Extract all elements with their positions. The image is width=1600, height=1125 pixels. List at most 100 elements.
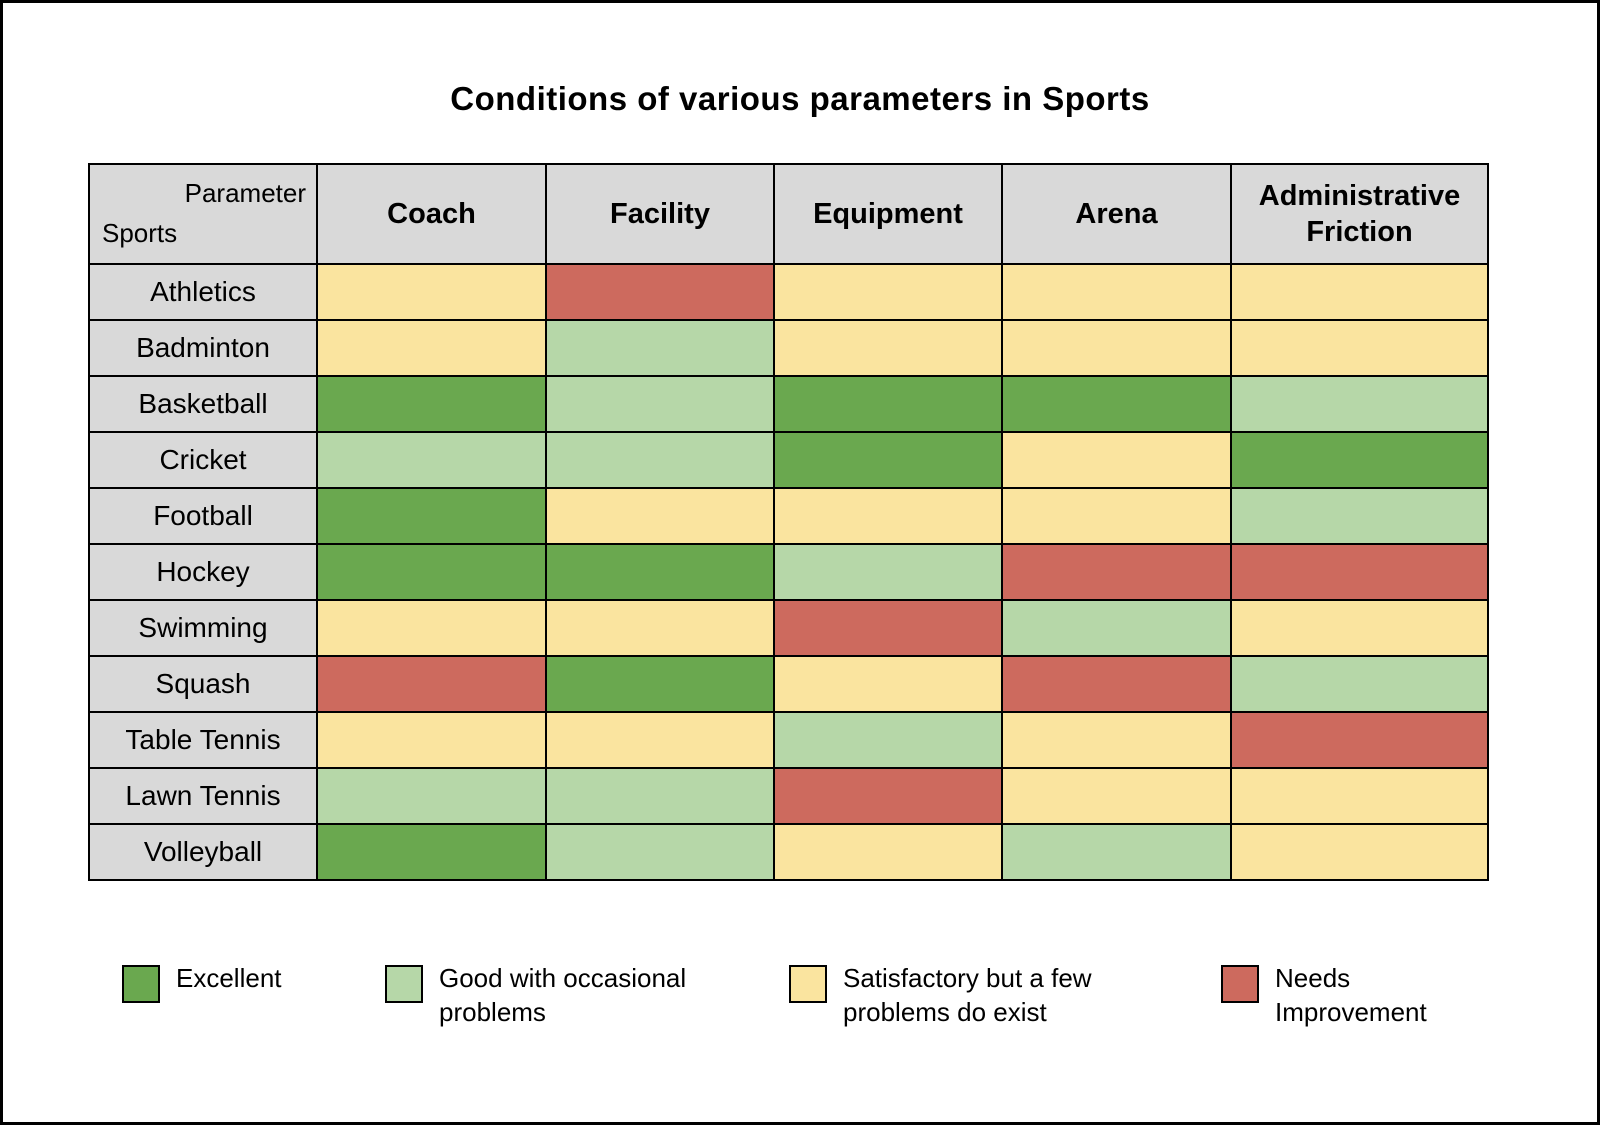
table-row-volleyball: Volleyball [88,823,1489,881]
cell-football-administrative-friction [1230,487,1489,545]
cell-hockey-arena [1001,543,1232,601]
cell-volleyball-coach [316,823,547,881]
cell-lawn-tennis-arena [1001,767,1232,825]
legend-label: Excellent [176,963,282,993]
legend-label: Good with occasional problems [439,963,687,1027]
cell-badminton-arena [1001,319,1232,377]
cell-football-coach [316,487,547,545]
cell-badminton-equipment [773,319,1003,377]
corner-cell: Parameter Sports [88,163,318,265]
table-row-hockey: Hockey [88,543,1489,601]
cell-badminton-facility [545,319,775,377]
legend-item-good-with-occasional-problems: Good with occasional problems [385,962,789,1030]
cell-volleyball-administrative-friction [1230,823,1489,881]
cell-lawn-tennis-administrative-friction [1230,767,1489,825]
table-row-squash: Squash [88,655,1489,713]
cell-cricket-facility [545,431,775,489]
row-label-hockey: Hockey [88,543,318,601]
cell-basketball-arena [1001,375,1232,433]
table-row-basketball: Basketball [88,375,1489,433]
cell-athletics-coach [316,263,547,321]
table-row-table-tennis: Table Tennis [88,711,1489,769]
page-title: Conditions of various parameters in Spor… [450,80,1150,117]
cell-basketball-equipment [773,375,1003,433]
column-header-administrative-friction: Administrative Friction [1230,163,1489,265]
cell-swimming-coach [316,599,547,657]
cell-table-tennis-administrative-friction [1230,711,1489,769]
table-row-swimming: Swimming [88,599,1489,657]
cell-squash-coach [316,655,547,713]
cell-table-tennis-coach [316,711,547,769]
cell-athletics-administrative-friction [1230,263,1489,321]
cell-football-facility [545,487,775,545]
cell-volleyball-facility [545,823,775,881]
row-label-cricket: Cricket [88,431,318,489]
cell-squash-equipment [773,655,1003,713]
column-header-equipment: Equipment [773,163,1003,265]
table-row-athletics: Athletics [88,263,1489,321]
legend-swatch-excellent [122,965,160,1003]
cell-lawn-tennis-facility [545,767,775,825]
cell-table-tennis-arena [1001,711,1232,769]
row-label-squash: Squash [88,655,318,713]
legend-item-excellent: Excellent [122,962,385,1003]
cell-swimming-arena [1001,599,1232,657]
legend-swatch-good-with-occasional-problems [385,965,423,1003]
table-row-football: Football [88,487,1489,545]
cell-volleyball-arena [1001,823,1232,881]
cell-cricket-administrative-friction [1230,431,1489,489]
row-label-basketball: Basketball [88,375,318,433]
cell-volleyball-equipment [773,823,1003,881]
table-body: Athletics Badminton Basketball Cricket Footb… [88,263,1489,881]
table-header: Parameter Sports Coach Facility Equipment Are… [88,163,1489,265]
row-label-lawn-tennis: Lawn Tennis [88,767,318,825]
row-label-athletics: Athletics [88,263,318,321]
legend-label: Satisfactory but a few problems do exist [843,963,1092,1027]
cell-badminton-administrative-friction [1230,319,1489,377]
column-header-coach: Coach [316,163,547,265]
cell-basketball-facility [545,375,775,433]
cell-squash-arena [1001,655,1232,713]
cell-lawn-tennis-coach [316,767,547,825]
legend-label: Needs Improvement [1275,963,1427,1027]
cell-cricket-coach [316,431,547,489]
cell-squash-facility [545,655,775,713]
cell-table-tennis-facility [545,711,775,769]
cell-cricket-arena [1001,431,1232,489]
legend-swatch-satisfactory-but-a-few-problems-do-exist [789,965,827,1003]
conditions-table: Parameter Sports Coach Facility Equipment Are… [88,163,1489,881]
header-row: Parameter Sports Coach Facility Equipment Are… [88,163,1489,265]
cell-lawn-tennis-equipment [773,767,1003,825]
cell-football-arena [1001,487,1232,545]
legend: Excellent Good with occasional problems Sa… [122,962,1512,1030]
cell-basketball-administrative-friction [1230,375,1489,433]
row-label-volleyball: Volleyball [88,823,318,881]
cell-hockey-administrative-friction [1230,543,1489,601]
cell-table-tennis-equipment [773,711,1003,769]
cell-swimming-equipment [773,599,1003,657]
corner-label-sports: Sports [102,217,178,248]
cell-athletics-facility [545,263,775,321]
row-label-swimming: Swimming [88,599,318,657]
cell-squash-administrative-friction [1230,655,1489,713]
cell-hockey-equipment [773,543,1003,601]
cell-hockey-coach [316,543,547,601]
cell-basketball-coach [316,375,547,433]
column-header-arena: Arena [1001,163,1232,265]
cell-hockey-facility [545,543,775,601]
cell-badminton-coach [316,319,547,377]
legend-item-satisfactory-but-a-few-problems-do-exist: Satisfactory but a few problems do exist [789,962,1221,1030]
cell-swimming-administrative-friction [1230,599,1489,657]
cell-swimming-facility [545,599,775,657]
column-header-facility: Facility [545,163,775,265]
row-label-badminton: Badminton [88,319,318,377]
row-label-table-tennis: Table Tennis [88,711,318,769]
cell-athletics-arena [1001,263,1232,321]
table-row-cricket: Cricket [88,431,1489,489]
table-row-badminton: Badminton [88,319,1489,377]
row-label-football: Football [88,487,318,545]
cell-athletics-equipment [773,263,1003,321]
legend-item-needs-improvement: Needs Improvement [1221,962,1475,1030]
legend-swatch-needs-improvement [1221,965,1259,1003]
corner-label-parameter: Parameter [184,178,306,208]
